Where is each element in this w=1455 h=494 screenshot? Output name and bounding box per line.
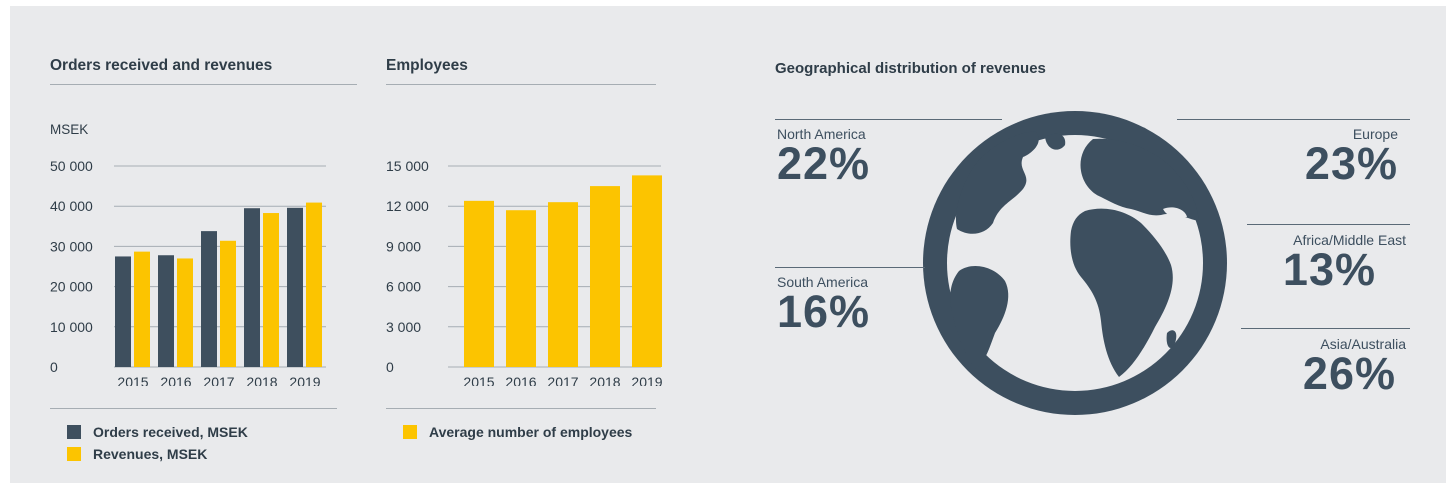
bar-average-number-of-employees-2019: [632, 175, 662, 367]
region-name: North America: [777, 126, 866, 142]
region-south-america: South America 16%: [777, 274, 870, 334]
region-name: Africa/Middle East: [1293, 232, 1406, 248]
region-asia-australia: Asia/Australia 26%: [1303, 336, 1406, 396]
rule-europe: [1177, 119, 1410, 120]
bar-revenues-msek-2016: [177, 258, 193, 367]
figure-panel: Orders received and revenues MSEK 0 10 000…: [10, 6, 1446, 483]
orders-revenues-chart: MSEK 0 10 000 20 000 30 000 40 000 50 000 2015 2…: [50, 122, 326, 386]
y-tick-label: 6 000: [386, 279, 421, 295]
employees-legend: Average number of employees: [403, 421, 632, 443]
y-tick-label: 12 000: [386, 198, 429, 214]
x-tick-label: 2018: [246, 374, 277, 386]
region-north-america: North America 22%: [777, 126, 870, 186]
x-tick-label: 2016: [160, 374, 191, 386]
y-tick-label: 10 000: [50, 319, 93, 335]
employees-legend-rule: [386, 408, 656, 409]
bar-average-number-of-employees-2016: [506, 210, 536, 367]
x-tick-label: 2015: [463, 374, 494, 386]
bar-orders-received-msek-2017: [201, 231, 217, 367]
x-tick-label: 2016: [505, 374, 536, 386]
x-tick-label: 2019: [289, 374, 320, 386]
orders-title-rule: [50, 84, 357, 85]
y-tick-label: 15 000: [386, 158, 429, 174]
bar-average-number-of-employees-2015: [464, 200, 494, 367]
bar-orders-received-msek-2019: [287, 207, 303, 367]
orders-chart-title: Orders received and revenues: [50, 57, 273, 74]
region-percent: 26%: [1302, 348, 1396, 399]
x-tick-label: 2017: [547, 374, 578, 386]
y-axis-label: MSEK: [50, 122, 88, 137]
region-percent: 22%: [777, 138, 871, 189]
y-tick-label: 3 000: [386, 319, 421, 335]
bar-orders-received-msek-2016: [158, 255, 174, 367]
bar-orders-received-msek-2015: [115, 256, 131, 367]
legend-label-employees: Average number of employees: [429, 424, 633, 440]
geo-chart-title: Geographical distribution of revenues: [775, 60, 1046, 77]
bar-average-number-of-employees-2018: [590, 186, 620, 367]
region-name: Europe: [1352, 126, 1398, 142]
rule-south-america: [775, 267, 925, 268]
x-tick-label: 2017: [203, 374, 234, 386]
legend-item-employees: Average number of employees: [403, 421, 632, 443]
legend-label-revenues: Revenues, MSEK: [93, 446, 208, 462]
rule-asia: [1241, 328, 1410, 329]
legend-swatch-orders: [67, 425, 81, 439]
rule-africa: [1247, 224, 1410, 225]
x-tick-label: 2015: [117, 374, 148, 386]
x-tick-label: 2019: [631, 374, 662, 386]
region-percent: 16%: [777, 286, 871, 337]
y-tick-label: 0: [386, 359, 394, 375]
bar-revenues-msek-2019: [306, 202, 322, 367]
legend-swatch-revenues: [67, 447, 81, 461]
y-tick-label: 0: [50, 359, 58, 375]
region-percent: 13%: [1282, 244, 1376, 295]
bar-orders-received-msek-2018: [244, 208, 260, 367]
region-africa-middle-east: Africa/Middle East 13%: [1283, 232, 1406, 292]
legend-item-orders: Orders received, MSEK: [67, 421, 248, 443]
region-europe: Europe 23%: [1305, 126, 1398, 186]
bar-revenues-msek-2015: [134, 251, 150, 367]
y-tick-label: 9 000: [386, 238, 421, 254]
region-name: South America: [777, 274, 869, 290]
bar-average-number-of-employees-2017: [548, 202, 578, 367]
legend-label-orders: Orders received, MSEK: [93, 424, 248, 440]
orders-legend-rule: [50, 408, 337, 409]
region-percent: 23%: [1304, 138, 1398, 189]
globe-icon: [923, 111, 1227, 415]
y-tick-label: 50 000: [50, 158, 93, 174]
employees-chart-title: Employees: [386, 57, 468, 74]
employees-title-rule: [386, 84, 656, 85]
rule-north-america: [775, 119, 1002, 120]
bar-revenues-msek-2018: [263, 213, 279, 367]
x-tick-label: 2018: [589, 374, 620, 386]
legend-swatch-employees: [403, 425, 417, 439]
region-name: Asia/Australia: [1320, 336, 1406, 352]
orders-legend: Orders received, MSEK Revenues, MSEK: [67, 421, 248, 465]
y-tick-label: 30 000: [50, 238, 93, 254]
bar-revenues-msek-2017: [220, 240, 236, 367]
y-tick-label: 20 000: [50, 279, 93, 295]
y-tick-label: 40 000: [50, 198, 93, 214]
employees-chart: 0 3 000 6 000 9 000 12 000 15 000 2015 2016 2017…: [386, 158, 663, 386]
legend-item-revenues: Revenues, MSEK: [67, 443, 248, 465]
